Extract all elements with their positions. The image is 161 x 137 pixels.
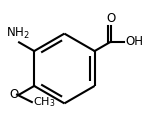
- Text: O: O: [106, 12, 115, 25]
- Text: OH: OH: [125, 35, 143, 48]
- Text: CH$_3$: CH$_3$: [33, 95, 55, 109]
- Text: O: O: [10, 88, 19, 101]
- Text: NH$_2$: NH$_2$: [6, 26, 30, 41]
